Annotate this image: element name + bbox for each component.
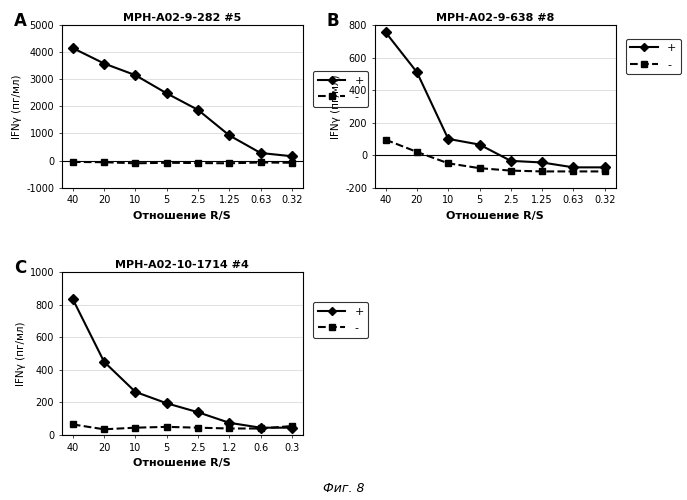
X-axis label: Отношение R/S: Отношение R/S [133,458,232,468]
Text: C: C [14,260,26,278]
Legend: +, -: +, - [313,302,368,338]
Title: MPH-A02-10-1714 #4: MPH-A02-10-1714 #4 [115,260,249,270]
X-axis label: Отношение R/S: Отношение R/S [133,211,232,221]
Legend: +, -: +, - [313,71,368,107]
Title: MPH-A02-9-282 #5: MPH-A02-9-282 #5 [123,13,241,23]
X-axis label: Отношение R/S: Отношение R/S [447,211,544,221]
Title: MPH-A02-9-638 #8: MPH-A02-9-638 #8 [436,13,554,23]
Legend: +, -: +, - [626,38,681,74]
Y-axis label: IFNγ (пг/мл): IFNγ (пг/мл) [12,74,22,138]
Text: B: B [326,12,339,30]
Y-axis label: IFNγ (пг/мл): IFNγ (пг/мл) [16,322,25,386]
Text: Фиг. 8: Фиг. 8 [323,482,364,495]
Text: A: A [14,12,27,30]
Y-axis label: IFNγ (пг/мл): IFNγ (пг/мл) [331,74,341,138]
